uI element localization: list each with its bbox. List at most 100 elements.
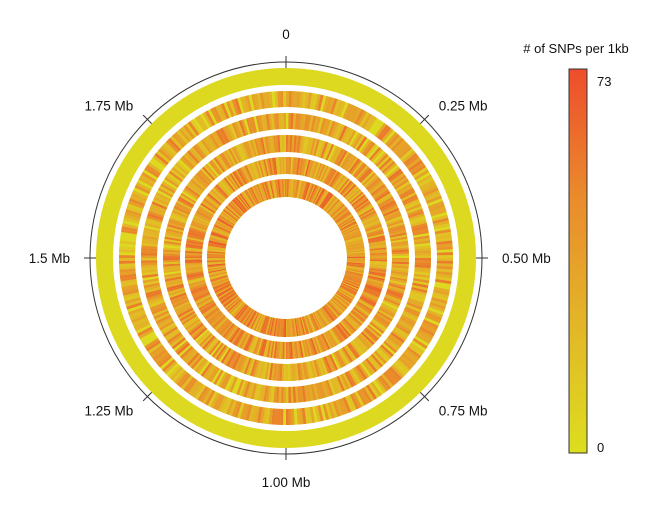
snp-bin bbox=[138, 328, 154, 339]
snp-bin bbox=[278, 113, 282, 130]
snp-bin bbox=[352, 308, 367, 321]
snp-bin bbox=[365, 358, 378, 373]
snp-bin bbox=[374, 314, 391, 325]
snp-bin bbox=[158, 148, 173, 161]
snp-bin bbox=[346, 253, 365, 256]
snp-bin bbox=[369, 265, 387, 269]
snp-bin bbox=[145, 220, 162, 227]
snp-bin bbox=[209, 190, 224, 203]
snp-bin bbox=[179, 311, 196, 322]
snp-bin bbox=[183, 153, 197, 167]
snp-bin bbox=[222, 178, 235, 193]
snp-bin bbox=[343, 184, 357, 198]
snp-bin bbox=[359, 169, 373, 184]
snp-bin bbox=[352, 339, 366, 354]
snp-bin bbox=[383, 162, 398, 176]
snp-bin bbox=[160, 322, 176, 333]
snp-bin bbox=[296, 317, 302, 336]
snp-bin bbox=[279, 363, 283, 381]
snp-bin bbox=[196, 172, 210, 186]
snp-bin bbox=[327, 379, 336, 396]
snp-bin bbox=[248, 311, 259, 329]
snp-bin bbox=[228, 399, 237, 416]
snp-bin bbox=[284, 157, 286, 175]
snp-bin bbox=[247, 311, 258, 328]
snp-bin bbox=[277, 318, 281, 337]
snp-bin bbox=[363, 386, 375, 402]
ring-track-6 bbox=[207, 179, 365, 337]
snp-bin bbox=[243, 334, 252, 351]
snp-bin bbox=[325, 355, 335, 373]
snp-bin bbox=[174, 162, 189, 176]
snp-bin bbox=[342, 346, 353, 363]
snp-bin bbox=[358, 168, 372, 182]
snp-bin bbox=[310, 313, 320, 331]
snp-bin bbox=[381, 128, 394, 143]
snp-bin bbox=[207, 267, 226, 272]
snp-bin bbox=[322, 332, 332, 349]
snp-bin bbox=[160, 183, 176, 194]
snp-bin bbox=[353, 198, 369, 210]
snp-bin bbox=[409, 342, 425, 354]
snp-bin bbox=[334, 325, 346, 341]
snp-bin bbox=[256, 184, 265, 202]
snp-bin bbox=[289, 318, 292, 337]
snp-bin bbox=[248, 382, 255, 399]
snp-bin bbox=[343, 345, 355, 362]
snp-bin bbox=[220, 103, 230, 120]
snp-bin bbox=[265, 385, 271, 402]
snp-bin bbox=[328, 330, 339, 346]
snp-bin bbox=[191, 326, 207, 339]
snp-bin bbox=[119, 273, 137, 279]
snp-bin bbox=[290, 341, 294, 359]
snp-bin bbox=[308, 137, 314, 155]
snp-bin bbox=[320, 192, 332, 209]
snp-bin bbox=[360, 294, 377, 304]
snp-bin bbox=[302, 362, 308, 380]
snp-bin bbox=[328, 170, 339, 186]
snp-bin bbox=[334, 209, 350, 222]
snp-bin bbox=[119, 260, 136, 264]
snp-bin bbox=[187, 275, 205, 281]
snp-bin bbox=[315, 139, 322, 157]
snp-bin bbox=[345, 395, 354, 412]
snp-bin bbox=[190, 324, 205, 338]
position-tick-label: 1.5 Mb bbox=[29, 251, 70, 266]
snp-bin bbox=[124, 211, 141, 219]
snp-bin bbox=[296, 91, 301, 108]
snp-bin bbox=[132, 190, 149, 199]
snp-bin bbox=[229, 300, 243, 314]
snp-bin bbox=[331, 205, 346, 218]
snp-bin bbox=[119, 268, 136, 273]
snp-bin bbox=[169, 217, 186, 226]
snp-bin bbox=[207, 248, 226, 252]
snp-bin bbox=[389, 230, 407, 236]
snp-bin bbox=[369, 256, 387, 258]
snp-bin bbox=[248, 187, 259, 205]
snp-bin bbox=[382, 206, 399, 215]
snp-bin bbox=[211, 158, 224, 174]
snp-bin bbox=[185, 151, 199, 166]
snp-bin bbox=[183, 376, 196, 392]
snp-bin bbox=[241, 119, 249, 136]
snp-bin bbox=[198, 205, 214, 216]
snp-bin bbox=[260, 114, 266, 131]
snp-bin bbox=[258, 183, 267, 201]
snp-bin bbox=[169, 135, 184, 150]
snp-bin bbox=[294, 113, 299, 130]
snp-bin bbox=[332, 122, 341, 139]
snp-bin bbox=[265, 114, 271, 131]
snp-bin bbox=[123, 291, 140, 299]
snp-bin bbox=[179, 157, 194, 171]
snp-bin bbox=[401, 353, 416, 366]
snp-bin bbox=[360, 331, 375, 345]
snp-bin bbox=[209, 238, 227, 245]
snp-bin bbox=[345, 242, 364, 248]
snp-bin bbox=[386, 290, 403, 299]
snp-bin bbox=[208, 191, 223, 205]
snp-bin bbox=[256, 160, 263, 178]
snp-bin bbox=[420, 324, 437, 334]
snp-bin bbox=[318, 191, 330, 207]
snp-bin bbox=[311, 161, 319, 179]
snp-bin bbox=[297, 157, 302, 176]
